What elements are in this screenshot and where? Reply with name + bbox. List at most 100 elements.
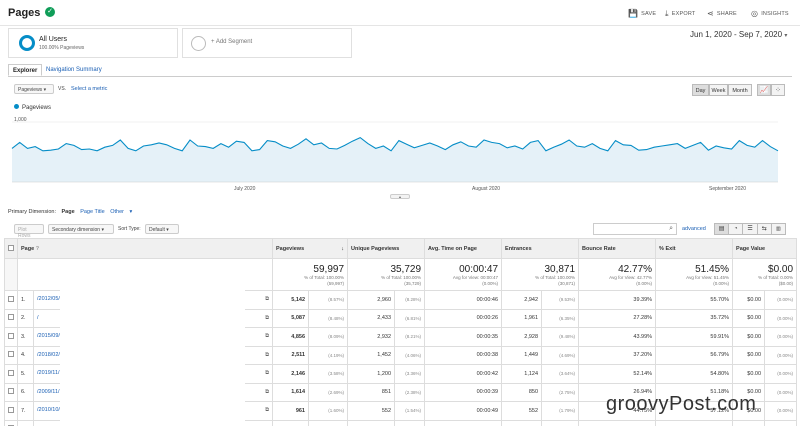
open-link-icon[interactable]: ⧉ <box>265 351 269 358</box>
date-range-picker[interactable]: Jun 1, 2020 - Sep 7, 2020 ▾ <box>690 30 788 39</box>
metric-select[interactable]: Pageviews ▾ <box>14 84 54 94</box>
column-header-entrances[interactable]: Entrances <box>501 238 580 259</box>
sort-type-label: Sort Type: <box>118 226 141 232</box>
column-header-page-value[interactable]: Page Value <box>732 238 798 259</box>
open-link-icon[interactable]: ⧉ <box>265 370 269 377</box>
open-link-icon[interactable]: ⧉ <box>265 388 269 395</box>
open-link-icon[interactable]: ⧉ <box>265 333 269 340</box>
pivot-icon[interactable]: ▥ <box>776 226 781 232</box>
page-value-percent: (0.00%) <box>764 327 798 347</box>
open-link-icon[interactable]: ⧉ <box>265 407 269 414</box>
exit-value: 56.79% <box>655 345 734 365</box>
comparison-icon[interactable]: ⇆ <box>758 224 772 234</box>
pageviews-value: 5,142 <box>272 290 309 310</box>
chart-legend: Pageviews <box>14 104 51 111</box>
pageviews-value: 899 <box>272 419 309 426</box>
entrances-value: 1,124 <box>501 364 543 384</box>
save-icon: 💾 <box>628 9 639 18</box>
row-checkbox[interactable] <box>4 364 18 384</box>
table-header-row: Page ? Pageviews ↓ Unique Pageviews Avg.… <box>4 238 798 259</box>
help-icon: ? <box>35 245 40 252</box>
unique-pageviews-percent: (4.06%) <box>394 345 426 365</box>
watermark: groovyPost.com <box>606 393 757 415</box>
tab-navigation-summary[interactable]: Navigation Summary <box>46 67 102 73</box>
pageviews-line-chart <box>11 121 779 183</box>
row-checkbox[interactable] <box>4 345 18 365</box>
advanced-filter-link[interactable]: advanced <box>682 226 706 232</box>
pageviews-area <box>12 137 778 182</box>
column-header-page[interactable]: Page ? <box>17 238 273 259</box>
y-tick-label: 1,000 <box>14 117 27 123</box>
unique-pageviews-value: 552 <box>347 401 396 421</box>
exit-value: 35.72% <box>655 308 734 328</box>
tab-explorer[interactable]: Explorer <box>8 64 43 76</box>
pageviews-percent: (1.50%) <box>307 419 349 426</box>
bounce-rate-value: 52.14% <box>578 364 657 384</box>
page-value-percent: (0.00%) <box>764 401 798 421</box>
open-link-icon[interactable]: ⧉ <box>265 314 269 321</box>
page-value: $0.00 <box>732 345 766 365</box>
share-button[interactable]: ⋖ SHARE <box>707 9 737 18</box>
column-header-pageviews[interactable]: Pageviews ↓ <box>271 238 349 259</box>
vs-label: VS. <box>58 86 67 92</box>
row-checkbox[interactable] <box>4 382 18 402</box>
secondary-dimension-select[interactable]: Secondary dimension ▾ <box>48 224 114 234</box>
page-value-percent: (0.00%) <box>764 419 798 426</box>
select-metric-link[interactable]: Select a metric <box>71 86 108 92</box>
granularity-week-button[interactable]: Week <box>709 84 728 96</box>
page-value: $0.00 <box>732 327 766 347</box>
page-title: Pages <box>8 7 41 19</box>
dimension-other[interactable]: Other ▾ <box>110 209 133 215</box>
exit-value: 59.91% <box>655 327 734 347</box>
unique-pageviews-percent: (2.38%) <box>394 382 426 402</box>
add-segment-button[interactable]: + Add Segment <box>182 28 352 58</box>
select-all-checkbox[interactable] <box>4 238 18 259</box>
row-number: 1. <box>17 290 34 310</box>
pageviews-value: 2,511 <box>272 345 309 365</box>
row-checkbox[interactable] <box>4 401 18 421</box>
row-number: 4. <box>17 345 34 365</box>
row-checkbox[interactable] <box>4 308 18 328</box>
pageviews-percent: (3.58%) <box>307 364 349 384</box>
unique-pageviews-percent: (3.36%) <box>394 364 426 384</box>
row-number: 8. <box>17 419 34 426</box>
insights-button[interactable]: ◎ INSIGHTS <box>751 9 789 18</box>
dimension-page-title[interactable]: Page Title <box>80 209 105 215</box>
primary-dimension-label: Primary Dimension: <box>8 209 56 215</box>
exit-value: 55.70% <box>655 290 734 310</box>
avg-time-value: 00:00:39 <box>424 382 503 402</box>
chart-collapse-handle[interactable]: ▴ <box>390 194 410 199</box>
export-button[interactable]: ⤓ EXPORT <box>665 9 696 18</box>
entrances-value: 504 <box>501 419 543 426</box>
bounce-rate-value: 43.99% <box>578 327 657 347</box>
sort-type-select[interactable]: Default ▾ <box>145 224 179 234</box>
total-exit: 51.45% Avg for View: 51.45% (0.00%) <box>655 258 734 291</box>
row-checkbox[interactable] <box>4 419 18 426</box>
unique-pageviews-value: 2,960 <box>347 290 396 310</box>
motion-chart-icon[interactable]: ⁘ <box>771 84 785 96</box>
x-tick-label: September 2020 <box>709 186 746 192</box>
x-tick-label: August 2020 <box>472 186 501 192</box>
table-search-input[interactable]: ⌕ <box>593 223 677 235</box>
pie-chart-icon[interactable]: ◔ <box>729 224 744 234</box>
performance-icon[interactable]: ☰ <box>743 224 758 234</box>
page-value-percent: (0.00%) <box>764 382 798 402</box>
row-checkbox[interactable] <box>4 290 18 310</box>
data-table-icon[interactable]: ▤ <box>715 224 730 234</box>
column-header-avg-time[interactable]: Avg. Time on Page <box>424 238 503 259</box>
column-header-unique-pageviews[interactable]: Unique Pageviews <box>347 238 426 259</box>
plot-rows-button[interactable]: Plot Rows <box>14 224 44 239</box>
line-chart-icon[interactable]: 📈 <box>757 84 771 96</box>
granularity-day-button[interactable]: Day <box>692 84 709 96</box>
column-header-exit[interactable]: % Exit <box>655 238 734 259</box>
unique-pageviews-percent: (1.54%) <box>394 401 426 421</box>
save-button[interactable]: 💾 SAVE <box>628 9 657 18</box>
column-header-bounce-rate[interactable]: Bounce Rate <box>578 238 657 259</box>
pageviews-value: 4,856 <box>272 327 309 347</box>
segment-all-users[interactable]: All Users 100.00% Pageviews <box>8 28 178 58</box>
entrances-percent: (9.53%) <box>541 290 580 310</box>
row-checkbox[interactable] <box>4 327 18 347</box>
dimension-page[interactable]: Page <box>61 209 75 215</box>
granularity-month-button[interactable]: Month <box>728 84 752 96</box>
open-link-icon[interactable]: ⧉ <box>265 296 269 303</box>
